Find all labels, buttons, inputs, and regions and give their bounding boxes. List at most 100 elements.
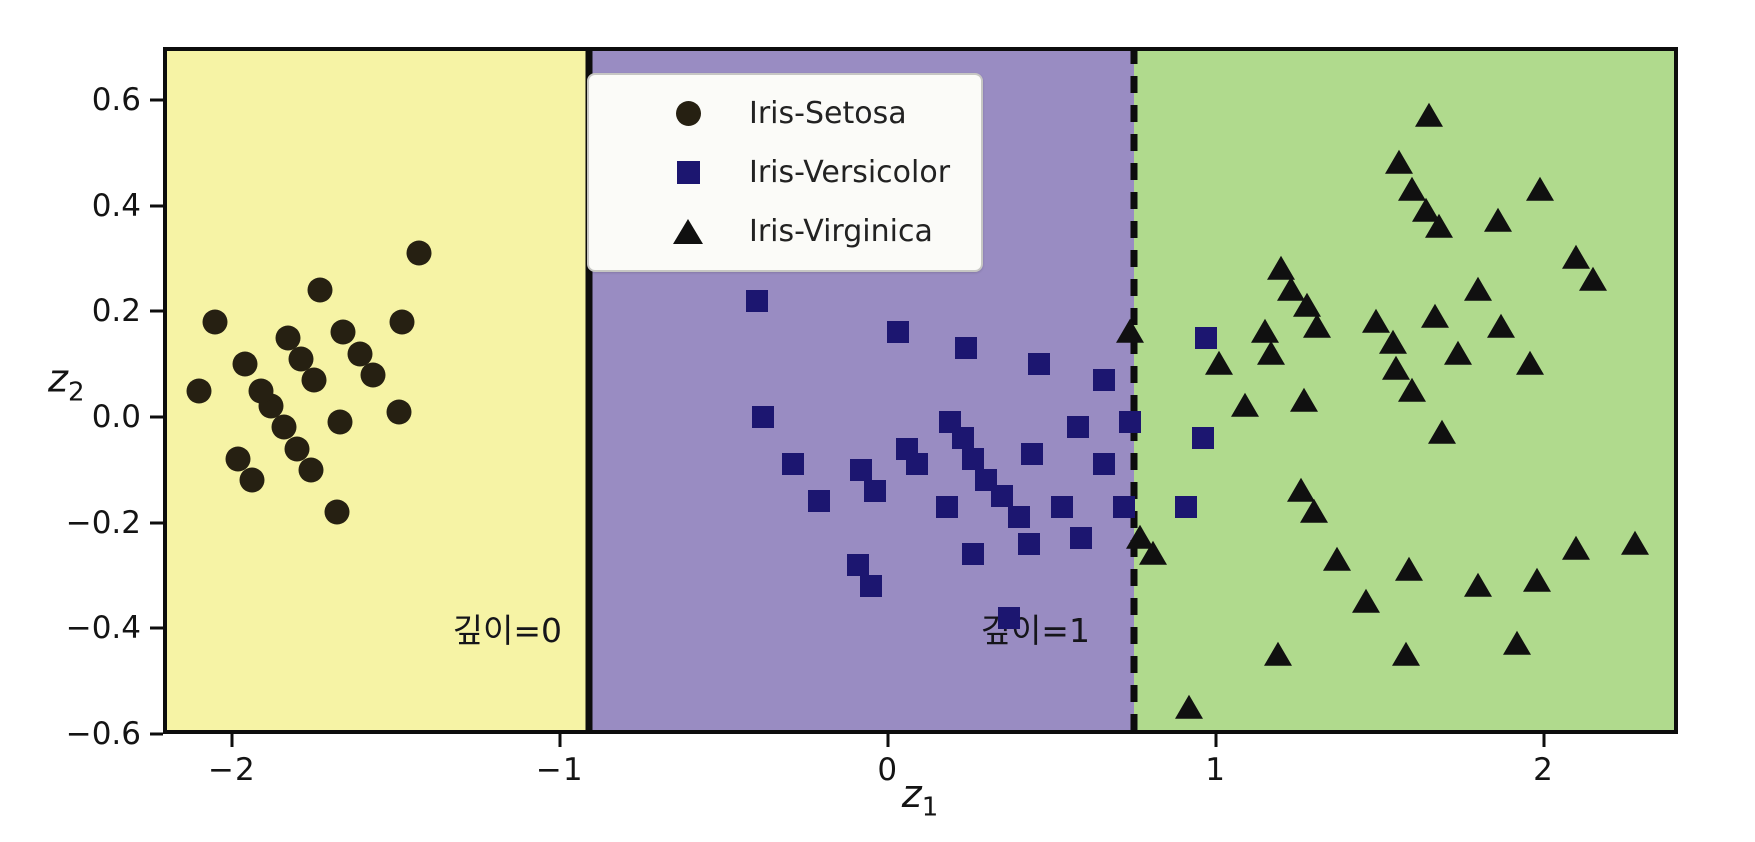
scatter-point-iris-virginica xyxy=(1414,102,1443,127)
legend-marker-cell xyxy=(671,101,705,126)
scatter-point-iris-setosa xyxy=(271,414,297,440)
x-tick-label: 0 xyxy=(877,752,899,788)
y-tick xyxy=(150,415,163,419)
scatter-point-iris-versicolor xyxy=(847,553,870,576)
decision-boundary-depth-0-split xyxy=(585,47,593,734)
legend-item-label: Iris-Virginica xyxy=(749,214,933,249)
scatter-point-iris-virginica xyxy=(1562,535,1591,560)
y-tick-label: 0.4 xyxy=(91,187,141,224)
scatter-point-iris-setosa xyxy=(324,499,350,525)
scatter-point-iris-setosa xyxy=(389,309,415,335)
y-tick-label: −0.4 xyxy=(65,610,141,647)
scatter-point-iris-virginica xyxy=(1204,350,1233,375)
scatter-point-iris-virginica xyxy=(1463,276,1492,301)
scatter-point-iris-virginica xyxy=(1421,303,1450,328)
legend-item-setosa: Iris-Setosa xyxy=(589,84,981,143)
depth-annotation: 깊이=0 xyxy=(452,611,562,651)
scatter-point-iris-virginica xyxy=(1277,276,1306,301)
y-tick-label: 0.0 xyxy=(91,398,141,435)
y-tick-label: −0.2 xyxy=(65,504,141,541)
scatter-point-iris-setosa xyxy=(275,325,301,351)
scatter-point-iris-versicolor xyxy=(1070,527,1093,550)
x-tick xyxy=(1214,734,1218,747)
y-tick xyxy=(150,98,163,102)
y-tick xyxy=(150,626,163,630)
scatter-point-iris-virginica xyxy=(1503,630,1532,655)
scatter-point-iris-virginica xyxy=(1116,319,1145,344)
scatter-point-iris-setosa xyxy=(298,457,324,483)
scatter-point-iris-versicolor xyxy=(1020,442,1043,465)
scatter-point-iris-virginica xyxy=(1444,340,1473,365)
scatter-point-iris-virginica xyxy=(1391,641,1420,666)
region-setosa xyxy=(163,47,590,734)
y-tick-label: 0.6 xyxy=(91,81,141,118)
scatter-point-iris-virginica xyxy=(1483,208,1512,233)
scatter-point-iris-versicolor xyxy=(1112,495,1135,518)
legend-item-virginica: Iris-Virginica xyxy=(589,202,981,261)
plot-area: 깊이=1 깊이=0 Iris-Setosa Iris-Versicolor I xyxy=(66,47,1678,788)
scatter-point-iris-setosa xyxy=(327,409,353,435)
scatter-point-iris-virginica xyxy=(1411,197,1440,222)
scatter-point-iris-setosa xyxy=(202,309,228,335)
x-tick xyxy=(886,734,890,747)
scatter-point-iris-virginica xyxy=(1263,641,1292,666)
legend: Iris-Setosa Iris-Versicolor Iris-Virgini… xyxy=(587,73,983,272)
scatter-point-iris-virginica xyxy=(1231,393,1260,418)
scatter-point-iris-virginica xyxy=(1486,313,1515,338)
legend-item-label: Iris-Setosa xyxy=(749,96,907,131)
scatter-point-iris-setosa xyxy=(347,341,373,366)
y-tick xyxy=(150,521,163,525)
scatter-point-iris-virginica xyxy=(1398,176,1427,201)
scatter-point-iris-versicolor xyxy=(745,289,768,312)
scatter-point-iris-setosa xyxy=(225,446,251,472)
scatter-point-iris-versicolor xyxy=(807,490,830,513)
x-tick-label: −1 xyxy=(535,752,584,788)
scatter-point-iris-virginica xyxy=(1381,356,1410,381)
scatter-point-iris-virginica xyxy=(1300,498,1328,523)
decision-boundary-depth-1-split xyxy=(1130,47,1138,734)
scatter-point-iris-virginica xyxy=(1427,419,1456,444)
scatter-point-iris-virginica xyxy=(1352,588,1381,613)
scatter-point-iris-virginica xyxy=(1257,340,1286,365)
scatter-point-iris-virginica xyxy=(1250,319,1279,344)
scatter-point-iris-versicolor xyxy=(975,469,998,492)
x-tick-label: −2 xyxy=(208,752,256,788)
circle-marker-icon xyxy=(675,101,701,126)
scatter-point-iris-versicolor xyxy=(961,543,984,566)
scatter-point-iris-virginica xyxy=(1378,329,1407,354)
scatter-point-iris-versicolor xyxy=(1007,506,1030,529)
scatter-point-iris-virginica xyxy=(1398,377,1427,402)
x-tick-label: 2 xyxy=(1533,752,1554,788)
legend-item-label: Iris-Versicolor xyxy=(749,155,951,190)
y-tick-label: 0.2 xyxy=(91,293,141,330)
scatter-point-iris-virginica xyxy=(1385,150,1414,175)
scatter-point-iris-virginica xyxy=(1578,266,1607,291)
scatter-point-iris-setosa xyxy=(232,351,258,377)
scatter-point-iris-versicolor xyxy=(863,479,886,502)
scatter-point-iris-versicolor xyxy=(1175,495,1198,518)
y-tick xyxy=(150,309,163,313)
legend-item-versicolor: Iris-Versicolor xyxy=(589,143,981,202)
triangle-marker-icon xyxy=(673,219,703,244)
scatter-point-iris-virginica xyxy=(1522,567,1551,592)
scatter-point-iris-versicolor xyxy=(1093,368,1116,391)
scatter-point-iris-virginica xyxy=(1126,525,1155,550)
scatter-point-iris-versicolor xyxy=(1027,353,1050,376)
scatter-point-iris-versicolor xyxy=(1050,495,1073,518)
scatter-point-iris-virginica xyxy=(1395,556,1424,581)
scatter-point-iris-setosa xyxy=(307,277,333,303)
square-marker-icon xyxy=(676,161,700,184)
y-tick xyxy=(150,732,163,736)
scatter-point-iris-virginica xyxy=(1526,176,1555,201)
x-tick xyxy=(230,734,234,747)
legend-marker-cell xyxy=(671,161,705,184)
scatter-point-iris-versicolor xyxy=(961,448,984,471)
scatter-point-iris-versicolor xyxy=(1194,326,1217,349)
x-tick-label: 1 xyxy=(1205,752,1226,788)
y-tick xyxy=(150,204,163,208)
scatter-point-iris-virginica xyxy=(1175,694,1204,719)
scatter-point-iris-virginica xyxy=(1322,546,1351,571)
scatter-point-iris-setosa xyxy=(186,378,212,403)
scatter-point-iris-versicolor xyxy=(939,411,961,434)
